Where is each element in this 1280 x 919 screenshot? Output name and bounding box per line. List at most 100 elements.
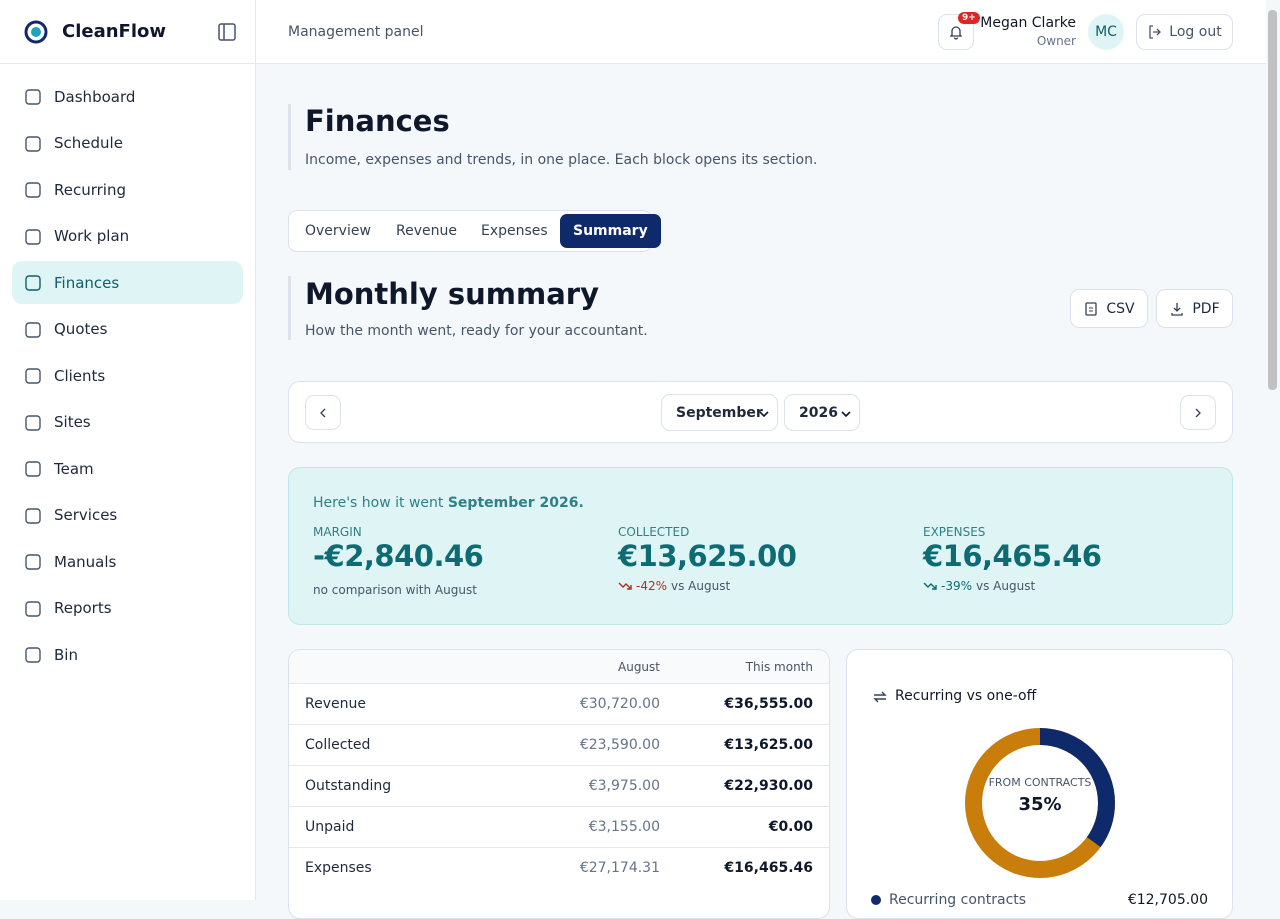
comparison-table: August This month Revenue €30,720.00 €36,5… (288, 649, 830, 919)
month: September (676, 404, 763, 421)
trend-arrow (618, 582, 632, 590)
csv-label: CSV (1106, 300, 1135, 317)
nav-label: Team (54, 459, 94, 478)
donut-center-label: FROM CONTRACTS (988, 776, 1092, 789)
icon-shape (25, 275, 41, 291)
collapse-button[interactable] (217, 22, 237, 42)
table-row: Collected €23,590.00 €13,625.00 (289, 724, 829, 765)
nav-item[interactable]: Clients (12, 354, 243, 397)
nav-label: Manuals (54, 552, 117, 571)
nav-item[interactable]: Services (12, 494, 243, 537)
icon-shape (25, 647, 41, 663)
pdf-label: PDF (1192, 300, 1220, 317)
donut-title: Recurring vs one-off (895, 688, 1037, 704)
nav-label: Sites (54, 413, 91, 431)
icon-shape (25, 554, 41, 570)
nav-item[interactable]: Dashboard (12, 75, 243, 118)
pdf-button[interactable]: PDF (1156, 289, 1233, 328)
logout-button[interactable]: Log out (1136, 14, 1233, 50)
table-row: Outstanding €3,975.00 €22,930.00 (289, 765, 829, 806)
month-select[interactable]: September (661, 394, 778, 431)
kpi-note: no comparison with August (313, 583, 477, 597)
tab[interactable]: Expenses (481, 223, 548, 239)
avatar[interactable]: MC (1088, 14, 1124, 50)
nav-label: Finances (54, 273, 120, 292)
tab[interactable]: Overview (305, 223, 371, 239)
nav-item[interactable]: Work plan (12, 215, 243, 258)
nav-icon (25, 228, 41, 245)
icon-shape (25, 414, 41, 431)
year: 2026 (799, 404, 838, 421)
nav-item[interactable]: Sites (12, 401, 243, 444)
icon-shape (25, 368, 41, 384)
previous-value: €30,720.00 (579, 696, 660, 712)
nav-label: Quotes (54, 320, 108, 338)
nav-item[interactable]: Finances (12, 261, 243, 304)
row-label: Collected (305, 737, 371, 753)
icon-shape (25, 135, 41, 152)
kpi-label: MARGIN (313, 525, 362, 539)
nav-item[interactable]: Manuals (12, 540, 243, 583)
intro-period: September 2026. (447, 495, 584, 511)
donut-card: Recurring vs one-off FROM CONTRACTS 35% … (846, 649, 1233, 919)
nav-icon (25, 461, 41, 477)
kpi-note-text: vs August (671, 579, 731, 593)
current-value: €0.00 (768, 819, 813, 835)
column-header: August (618, 660, 660, 674)
icon-shape (25, 507, 41, 524)
prev-month[interactable] (305, 395, 341, 430)
tab[interactable]: Revenue (396, 223, 457, 239)
previous-value: €3,975.00 (588, 778, 660, 794)
nav-label: Recurring (54, 180, 126, 199)
intro: Here's how it went (313, 495, 444, 511)
row-label: Expenses (305, 860, 372, 876)
icon-shape (25, 461, 41, 477)
nav-icon (25, 647, 41, 663)
kpi-note-text: no comparison with August (313, 583, 477, 597)
nav-label: Clients (54, 366, 106, 385)
kpi-value: €16,465.46 (923, 539, 1102, 573)
next-month[interactable] (1180, 395, 1216, 430)
csv-button[interactable]: CSV (1070, 289, 1148, 328)
nav-item[interactable]: Recurring (12, 168, 243, 211)
donut-segment (965, 728, 1115, 878)
previous-value: €23,590.00 (579, 737, 660, 753)
table-row: Unpaid €3,155.00 €0.00 (289, 806, 829, 847)
trend-icon (923, 582, 937, 590)
year-select[interactable]: 2026 (784, 394, 860, 431)
page-title: Finances (305, 104, 450, 138)
divider (0, 63, 255, 64)
section-title: Monthly summary (305, 277, 599, 311)
user-role: Owner (1036, 34, 1076, 48)
donut-value: 35% (1018, 794, 1062, 815)
nav-item[interactable]: Schedule (12, 122, 243, 165)
kpi-note-text: vs August (976, 579, 1036, 593)
nav-item[interactable]: Team (12, 447, 243, 490)
scrollbar[interactable] (1268, 10, 1277, 390)
nav-label: Work plan (54, 227, 130, 245)
icon-shape (25, 600, 41, 617)
kpi-note: -42% vs August (618, 579, 730, 593)
nav-item[interactable]: Bin (12, 633, 243, 676)
tab[interactable]: Summary (560, 214, 661, 248)
period-picker: September 2026 (288, 381, 1233, 443)
summary-intro: Here's how it went September 2026. (313, 495, 584, 511)
legend-value: €12,705.00 (1127, 892, 1208, 908)
header-title: Management panel (288, 24, 424, 40)
recurring-icon (873, 691, 887, 703)
nav-item[interactable]: Quotes (12, 308, 243, 351)
current-value: €36,555.00 (724, 696, 813, 712)
section-subtitle: How the month went, ready for your accou… (305, 323, 648, 339)
section-heading-bar (288, 276, 291, 340)
kpi-value: -€2,840.46 (313, 539, 484, 573)
current-value: €13,625.00 (724, 737, 813, 753)
table-row: Expenses €27,174.31 €16,465.46 (289, 847, 829, 888)
nav-item[interactable]: Reports (12, 587, 243, 630)
page-heading-bar (288, 104, 291, 170)
kpi-label: COLLECTED (618, 525, 690, 539)
notifications[interactable]: 9+ (938, 12, 980, 50)
nav-label: Reports (54, 599, 112, 617)
kpi-value: €13,625.00 (618, 539, 797, 573)
nav-label: Services (54, 506, 118, 524)
